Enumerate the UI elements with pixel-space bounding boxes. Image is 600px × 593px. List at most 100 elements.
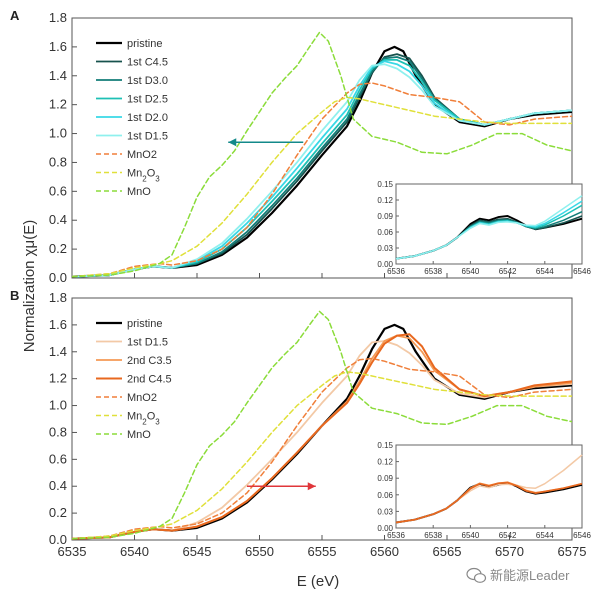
legend-label: 1st D2.0 xyxy=(127,112,168,124)
y-tick-label: 1.4 xyxy=(49,344,67,359)
legend-item: pristine xyxy=(96,38,162,50)
legend-item: 1st C4.5 xyxy=(96,57,168,69)
legend-label: pristine xyxy=(127,38,162,50)
watermark: 新能源Leader xyxy=(466,567,570,583)
y-tick: 1.0 xyxy=(49,398,77,413)
x-tick-label: 6575 xyxy=(558,544,587,559)
inset-x-tick-label: 6544 xyxy=(536,531,554,540)
legend-label: 1st D2.5 xyxy=(127,94,168,106)
series-line-mno xyxy=(72,310,572,540)
legend-label: Mn2O3 xyxy=(127,411,160,427)
legend-label: MnO2 xyxy=(127,392,157,404)
y-tick-label: 1.2 xyxy=(49,97,67,112)
legend-label: 1st D1.5 xyxy=(127,337,168,349)
inset-y-tick-label: 0.06 xyxy=(377,491,393,500)
legend-item: MnO2 xyxy=(96,149,157,161)
inset-y-tick-label: 0.00 xyxy=(377,260,393,269)
inset-y-tick-label: 0.12 xyxy=(377,458,393,467)
y-tick-label: 0.6 xyxy=(49,183,67,198)
x-tick: 6565 xyxy=(433,535,461,559)
x-tick: 6570 xyxy=(495,535,524,559)
x-tick: 6545 xyxy=(183,535,212,559)
y-tick: 1.6 xyxy=(49,39,77,54)
y-tick: 0.8 xyxy=(49,424,77,439)
legend-label: 2nd C4.5 xyxy=(127,374,172,386)
inset-series-line xyxy=(395,481,583,524)
legend-item: Mn2O3 xyxy=(96,411,160,427)
legend-label: pristine xyxy=(127,318,162,330)
panel-a: A 0.0 0.2 0.4 0.6 0.8 1.0 1.2 1.4 1.6 1.8 pristine 1… xyxy=(10,8,591,285)
series-line-mn2o3 xyxy=(72,96,572,278)
y-tick-label: 0.0 xyxy=(49,270,67,285)
y-tick: 1.8 xyxy=(49,290,77,305)
legend-item: pristine xyxy=(96,318,162,330)
x-tick-label: 6550 xyxy=(245,544,274,559)
y-tick-label: 1.8 xyxy=(49,290,67,305)
legend-item: 2nd C4.5 xyxy=(96,374,172,386)
y-tick-label: 0.4 xyxy=(49,478,67,493)
inset-y-tick-label: 0.15 xyxy=(377,441,393,450)
y-tick: 1.4 xyxy=(49,68,77,83)
inset-x-tick-label: 6546 xyxy=(573,531,591,540)
y-tick: 0.4 xyxy=(49,212,77,227)
wechat-icon xyxy=(466,567,487,583)
y-tick: 0.2 xyxy=(49,241,77,256)
inset-x-tick-label: 6542 xyxy=(499,267,517,276)
legend-item: 1st D2.5 xyxy=(96,94,168,106)
legend-label: MnO2 xyxy=(127,149,157,161)
legend-label: 2nd C3.5 xyxy=(127,355,172,367)
legend-item: 1st D1.5 xyxy=(96,131,168,143)
y-tick: 1.2 xyxy=(49,371,77,386)
legend-label: 1st D1.5 xyxy=(127,131,168,143)
inset-x-tick-label: 6546 xyxy=(573,267,591,276)
y-tick: 0.0 xyxy=(49,532,77,547)
panel-label: B xyxy=(10,288,19,303)
x-tick: 6575 xyxy=(558,535,587,559)
x-tick-label: 6545 xyxy=(183,544,212,559)
inset-plot: 0.00 0.03 0.06 0.09 0.12 0.15 6536 6538 6540 6542… xyxy=(377,441,591,540)
inset-x-tick-label: 6542 xyxy=(499,531,517,540)
y-tick: 1.6 xyxy=(49,317,77,332)
y-tick: 0.2 xyxy=(49,505,77,520)
legend: pristine 1st D1.5 2nd C3.5 2nd C4.5 MnO2 Mn2O… xyxy=(96,318,172,441)
inset-plot: 0.00 0.03 0.06 0.09 0.12 0.15 6536 6538 6540 6542… xyxy=(377,180,591,276)
legend-item: MnO xyxy=(96,429,151,441)
legend-item: MnO2 xyxy=(96,392,157,404)
y-tick: 1.0 xyxy=(49,126,77,141)
x-tick: 6555 xyxy=(308,535,337,559)
x-tick: 6560 xyxy=(370,535,399,559)
series-line-mno2 xyxy=(72,357,572,540)
inset-y-tick-label: 0.03 xyxy=(377,244,393,253)
x-axis-title: E (eV) xyxy=(297,573,340,590)
legend-item: MnO xyxy=(96,186,151,198)
series-line-mn2o3 xyxy=(72,371,572,540)
y-tick-label: 1.0 xyxy=(49,398,67,413)
inset-series-line xyxy=(395,195,583,260)
y-tick-label: 0.8 xyxy=(49,154,67,169)
inset-y-tick-label: 0.00 xyxy=(377,524,393,533)
y-tick-label: 0.0 xyxy=(49,532,67,547)
y-tick-label: 0.2 xyxy=(49,505,67,520)
legend-label: Mn2O3 xyxy=(127,168,160,184)
x-tick-label: 6555 xyxy=(308,544,337,559)
y-tick: 1.4 xyxy=(49,344,77,359)
y-tick: 0.0 xyxy=(49,270,77,285)
series-line-mno xyxy=(72,31,572,278)
inset-x-tick-label: 6538 xyxy=(424,531,442,540)
legend-item: 1st D1.5 xyxy=(96,337,168,349)
watermark-text: 新能源Leader xyxy=(490,568,570,583)
series-line-1st-d1-5 xyxy=(72,63,572,278)
series-line-mno2 xyxy=(72,82,572,278)
shift-arrow xyxy=(228,138,304,147)
legend-item: 2nd C3.5 xyxy=(96,355,172,367)
y-tick-label: 1.0 xyxy=(49,126,67,141)
inset-x-tick-label: 6540 xyxy=(462,267,480,276)
x-tick: 6550 xyxy=(245,535,274,559)
y-axis-title: Normalization χμ(E) xyxy=(21,220,38,352)
x-tick: 6540 xyxy=(120,535,149,559)
y-tick-label: 0.8 xyxy=(49,424,67,439)
inset-y-tick-label: 0.09 xyxy=(377,474,393,483)
legend-label: MnO xyxy=(127,429,151,441)
